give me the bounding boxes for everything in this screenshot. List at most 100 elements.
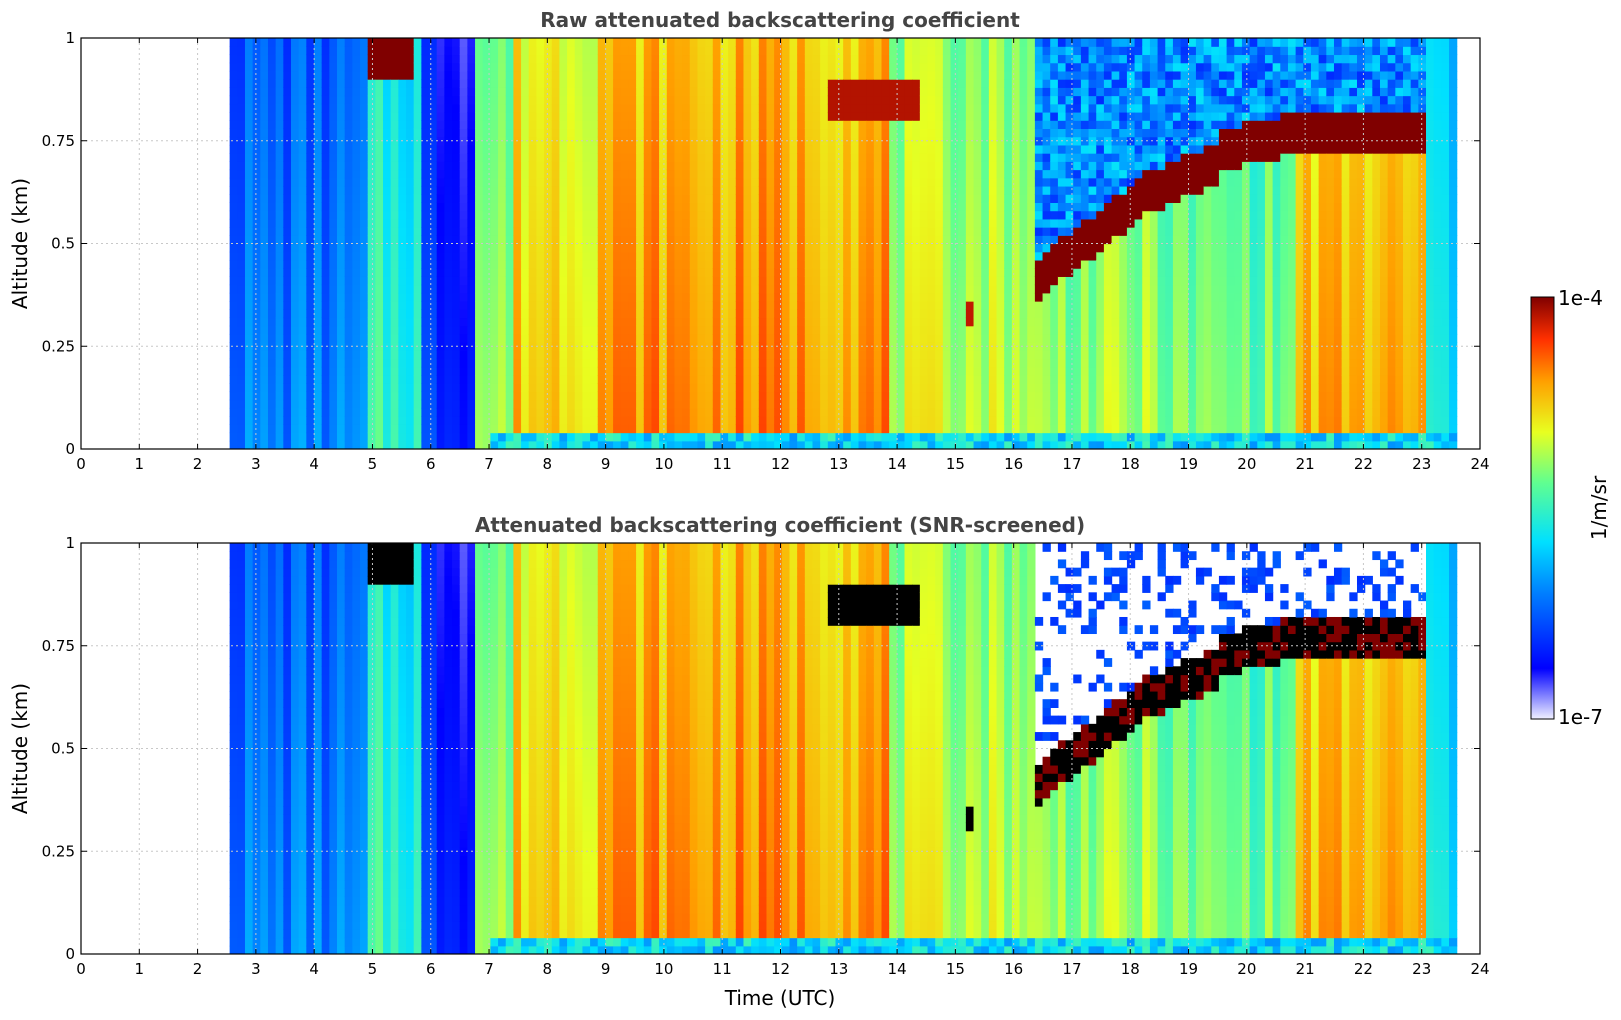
heatmap-cell <box>827 259 837 269</box>
heatmap-cell <box>827 210 837 220</box>
heatmap-cell <box>482 144 491 154</box>
heatmap-cell <box>643 79 653 88</box>
heatmap-cell <box>981 243 990 253</box>
heatmap-cell <box>344 375 353 384</box>
heatmap-cell <box>352 144 361 154</box>
heatmap-cell <box>613 161 622 171</box>
heatmap-cell <box>252 292 261 302</box>
heatmap-cell <box>697 62 706 72</box>
heatmap-cell <box>720 325 729 335</box>
heatmap-cell <box>574 120 584 130</box>
heatmap-cell <box>544 342 553 351</box>
heatmap-cell <box>291 54 300 64</box>
heatmap-cell <box>482 383 491 393</box>
heatmap-cell <box>275 383 284 393</box>
heatmap-cell <box>452 227 461 236</box>
heatmap-cell <box>306 54 315 64</box>
heatmap-cell <box>352 366 361 376</box>
heatmap-cell <box>521 424 530 434</box>
heatmap-cell <box>958 284 967 294</box>
heatmap-cell <box>498 251 507 261</box>
heatmap-cell <box>536 383 545 393</box>
heatmap-cell <box>919 325 929 335</box>
heatmap-cell <box>244 227 254 236</box>
heatmap-cell <box>306 79 315 88</box>
heatmap-cell <box>620 70 630 80</box>
heatmap-cell <box>659 276 668 286</box>
heatmap-cell <box>973 38 982 47</box>
heatmap-cell <box>958 128 967 138</box>
heatmap-cell <box>643 153 653 162</box>
heatmap-cell <box>758 111 768 121</box>
heatmap-cell <box>697 292 706 302</box>
heatmap-cell <box>306 358 315 368</box>
heatmap-cell <box>544 235 553 245</box>
heatmap-cell <box>735 103 745 113</box>
heatmap-cell <box>390 169 399 179</box>
heatmap-cell <box>321 161 330 171</box>
heatmap-cell <box>889 38 898 47</box>
heatmap-cell <box>613 169 622 179</box>
heatmap-cell <box>651 95 660 105</box>
heatmap-cell <box>367 87 376 97</box>
heatmap-cell <box>873 325 883 335</box>
heatmap-cell <box>820 227 829 236</box>
heatmap-cell <box>283 284 292 294</box>
heatmap-cell <box>866 243 875 253</box>
heatmap-cell <box>298 95 307 105</box>
heatmap-cell <box>843 366 852 376</box>
heatmap-cell <box>375 358 384 368</box>
heatmap-cell <box>298 309 307 319</box>
heatmap-cell <box>850 407 860 417</box>
heatmap-cell <box>544 202 553 212</box>
heatmap-cell <box>505 161 514 171</box>
heatmap-cell <box>751 227 760 236</box>
heatmap-cell <box>804 342 814 351</box>
heatmap-cell <box>973 243 982 253</box>
heatmap-cell <box>620 259 630 269</box>
heatmap-cell <box>689 38 699 47</box>
heatmap-cell <box>820 416 829 425</box>
heatmap-cell <box>705 185 714 195</box>
heatmap-cell <box>697 161 706 171</box>
heatmap-cell <box>490 136 499 146</box>
heatmap-cell <box>712 153 722 162</box>
heatmap-cell <box>735 218 745 228</box>
heatmap-cell <box>643 309 653 319</box>
heatmap-cell <box>774 407 783 417</box>
heatmap-cell <box>651 391 660 401</box>
heatmap-cell <box>628 259 637 269</box>
heatmap-cell <box>789 432 798 442</box>
heatmap-cell <box>804 399 814 409</box>
heatmap-cell <box>758 259 768 269</box>
heatmap-cell <box>965 194 975 203</box>
heatmap-cell <box>321 284 330 294</box>
heatmap-cell <box>689 325 699 335</box>
heatmap-cell <box>766 432 775 442</box>
heatmap-cell <box>267 432 277 442</box>
heatmap-cell <box>544 38 553 47</box>
heatmap-cell <box>528 268 537 277</box>
heatmap-cell <box>459 54 468 64</box>
heatmap-cell <box>475 284 484 294</box>
heatmap-cell <box>682 79 691 88</box>
heatmap-cell <box>298 383 307 393</box>
heatmap-cell <box>758 375 768 384</box>
heatmap-cell <box>689 161 699 171</box>
heatmap-cell <box>337 54 346 64</box>
heatmap-cell <box>475 350 484 360</box>
heatmap-cell <box>482 210 491 220</box>
heatmap-cell <box>712 358 722 368</box>
heatmap-cell <box>682 383 691 393</box>
heatmap-cell <box>797 391 806 401</box>
heatmap-cell <box>413 70 422 80</box>
heatmap-cell <box>229 432 238 442</box>
heatmap-cell <box>628 366 637 376</box>
heatmap-cell <box>260 243 269 253</box>
heatmap-cell <box>988 276 998 286</box>
heatmap-cell <box>544 227 553 236</box>
heatmap-cell <box>337 169 346 179</box>
heatmap-cell <box>774 440 783 449</box>
heatmap-cell <box>390 309 399 319</box>
heatmap-cell <box>866 218 875 228</box>
